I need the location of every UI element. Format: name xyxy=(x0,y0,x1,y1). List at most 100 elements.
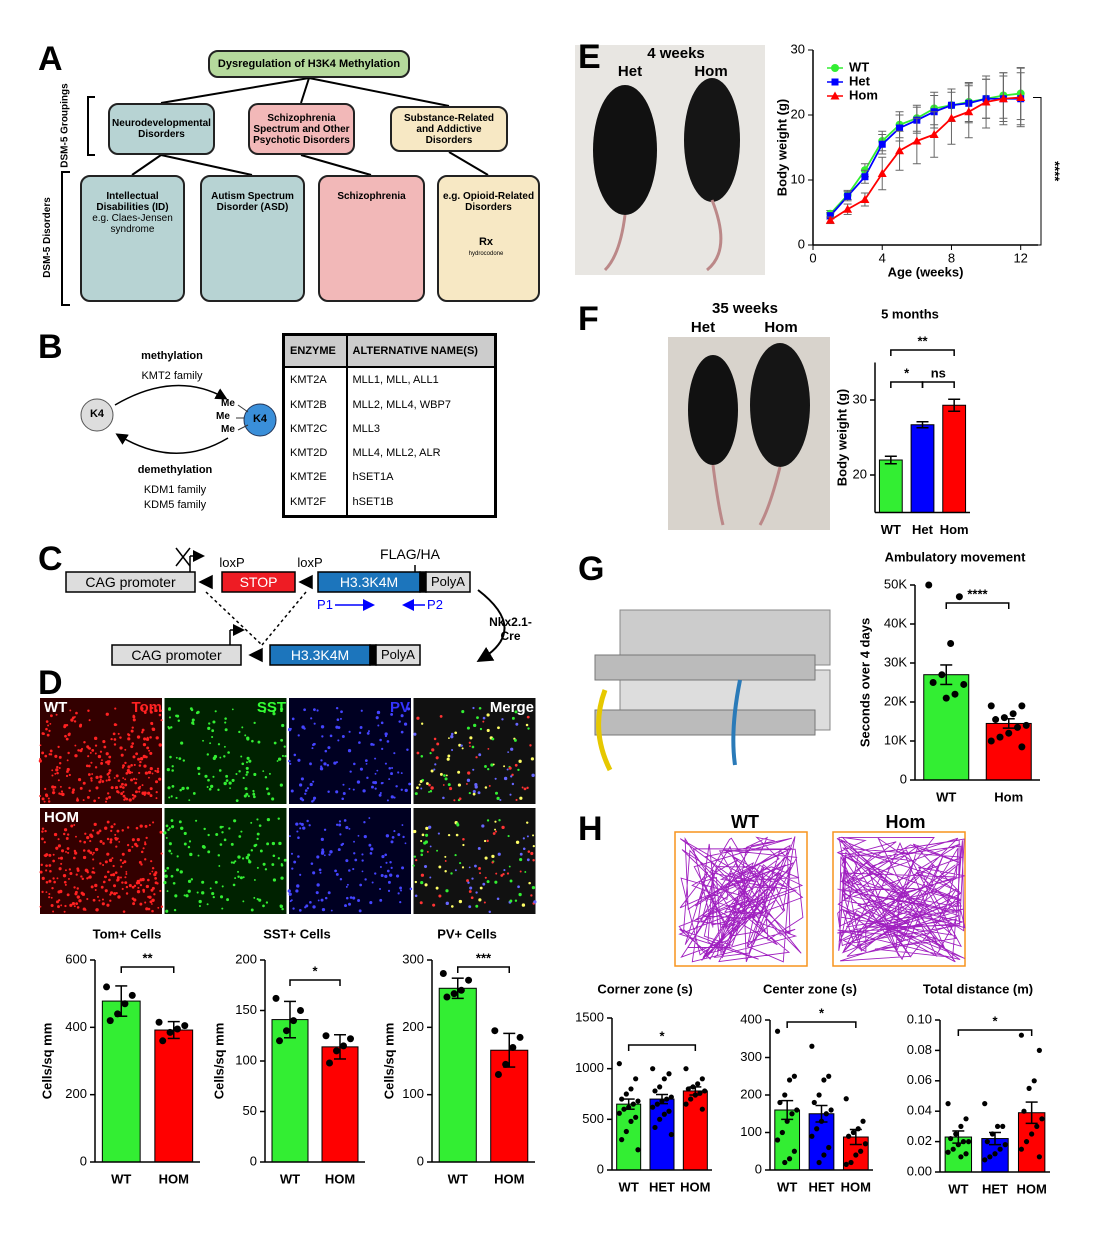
y-tick-label: 20 xyxy=(791,106,805,121)
cell-dot xyxy=(250,849,254,852)
marker xyxy=(878,140,886,148)
cell-dot xyxy=(237,855,241,859)
cell-dot xyxy=(468,866,471,869)
cell-dot xyxy=(169,755,172,759)
cell-dot xyxy=(146,746,150,750)
cell-dot xyxy=(56,771,59,775)
x-tick-label: WT xyxy=(280,1171,300,1186)
data-point xyxy=(1023,1139,1030,1145)
cell-dot xyxy=(212,756,216,761)
cell-dot xyxy=(251,739,254,743)
data-point xyxy=(494,1070,502,1078)
cell-dot xyxy=(457,783,461,787)
cell-dot xyxy=(318,868,322,872)
cell-dot xyxy=(186,786,190,790)
data-point xyxy=(699,1076,705,1082)
cell-dot xyxy=(224,728,228,732)
cell-dot xyxy=(503,869,506,872)
cell-dot xyxy=(246,756,250,760)
panel-label: G xyxy=(578,550,605,588)
cell-dot xyxy=(122,764,125,768)
data-point xyxy=(925,581,933,589)
cell-dot xyxy=(207,833,210,837)
cell-dot xyxy=(183,831,187,836)
cell-dot xyxy=(272,854,276,858)
y-tick-label: 0 xyxy=(417,1153,424,1168)
cell-dot xyxy=(291,717,295,721)
data-point xyxy=(963,1151,969,1157)
cell-dot xyxy=(327,891,331,895)
cell-dot xyxy=(514,763,518,767)
cell-dot xyxy=(263,710,266,714)
cell-dot xyxy=(55,713,58,716)
data-point xyxy=(465,976,473,984)
data-point xyxy=(652,1124,658,1131)
cell-dot xyxy=(108,755,112,759)
x-tick-label: 8 xyxy=(948,250,955,265)
label: Hom xyxy=(694,63,728,80)
grouping-box: Substance-Related and Addictive Disorder… xyxy=(390,106,508,152)
cell-dot xyxy=(341,842,345,846)
cell-dot xyxy=(311,747,314,750)
cell-dot xyxy=(370,847,374,851)
cell-dot xyxy=(195,819,198,822)
cell-dot xyxy=(120,753,124,757)
cell-dot xyxy=(359,726,363,729)
cell-dot xyxy=(105,761,108,764)
cell-dot xyxy=(530,757,535,761)
cell-dot xyxy=(64,869,67,872)
cell-dot xyxy=(47,724,50,727)
cell-dot xyxy=(434,763,437,766)
y-tick-label: 300 xyxy=(740,1049,762,1064)
cell-dot xyxy=(121,852,125,856)
cell-dot xyxy=(478,867,481,870)
cell-dot xyxy=(421,722,424,725)
cell-dot xyxy=(295,822,299,826)
cell-dot xyxy=(55,768,59,772)
cell-dot xyxy=(502,873,505,876)
cell-dot xyxy=(299,783,303,787)
cell-dot xyxy=(99,778,102,781)
cell-dot xyxy=(45,864,48,868)
cell-dot xyxy=(374,872,377,875)
cell-dot xyxy=(52,791,56,794)
cell-dot xyxy=(250,908,254,912)
cell-dot xyxy=(125,873,128,875)
cell-dot xyxy=(108,769,112,772)
y-tick-label: 50K xyxy=(884,576,907,591)
cell-dot xyxy=(123,798,126,801)
y-tick-label: 30K xyxy=(884,654,907,669)
data-point xyxy=(1039,1116,1045,1122)
cell-dot xyxy=(60,862,63,865)
td: KMT2C xyxy=(283,416,348,442)
cell-dot xyxy=(501,718,504,721)
cell-dot xyxy=(526,715,530,719)
cell-dot xyxy=(354,858,358,862)
cell-dot xyxy=(151,706,154,710)
cell-dot xyxy=(135,826,139,830)
cell-dot xyxy=(223,745,226,748)
panel-b-diagram xyxy=(80,384,277,454)
cell-dot xyxy=(338,823,342,827)
cell-dot xyxy=(494,828,496,831)
cell-dot xyxy=(320,725,325,729)
disorder-box: e.g. Opioid-Related Disorders xyxy=(437,175,540,302)
cell-dot xyxy=(321,848,324,851)
cell-dot xyxy=(165,824,169,828)
cell-dot xyxy=(172,881,176,885)
cell-dot xyxy=(482,716,486,720)
cell-dot xyxy=(471,745,475,749)
y-tick-label: 0 xyxy=(597,1161,604,1176)
cell-dot xyxy=(532,844,535,848)
cell-dot xyxy=(145,907,149,911)
cell-dot xyxy=(107,760,111,764)
data-point xyxy=(450,990,458,998)
cell-dot xyxy=(519,870,522,873)
cell-dot xyxy=(195,711,199,715)
td: KMT2D xyxy=(283,441,348,466)
significance-bracket xyxy=(627,1044,697,1051)
label: Merge xyxy=(489,699,534,716)
cell-dot xyxy=(233,819,237,823)
label: WT xyxy=(731,812,759,832)
y-tick-label: 50 xyxy=(243,1103,257,1118)
